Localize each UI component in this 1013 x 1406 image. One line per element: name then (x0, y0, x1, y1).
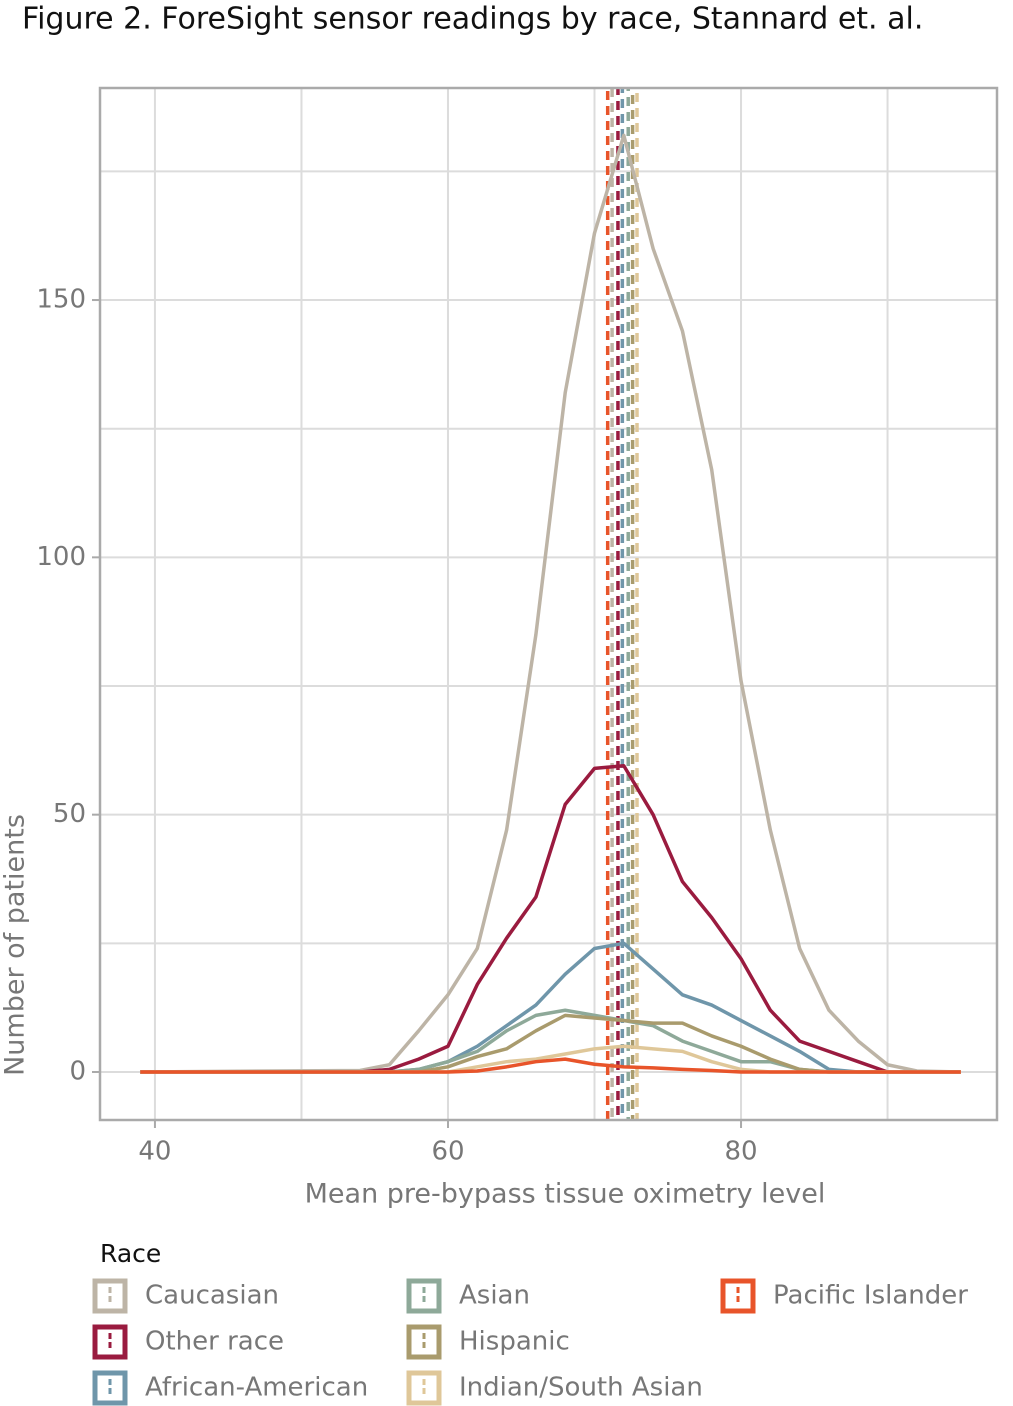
plot-border (98, 86, 999, 1122)
y-tick-label: 150 (36, 285, 86, 315)
legend-label: African-American (145, 1373, 368, 1403)
x-axis-label: Mean pre-bypass tissue oximetry level (305, 1179, 826, 1210)
legend-key (720, 1278, 756, 1314)
legend-title: Race (100, 1239, 161, 1268)
legend-key (406, 1370, 442, 1406)
legend-key (406, 1278, 442, 1314)
y-tick-label: 100 (36, 542, 86, 572)
legend-key (92, 1370, 128, 1406)
plot-background (100, 88, 997, 1120)
legend-key (406, 1324, 442, 1360)
legend-label: Indian/South Asian (459, 1373, 703, 1403)
series-line (140, 133, 961, 1074)
series-line (140, 1057, 961, 1074)
legend-label: Other race (145, 1327, 284, 1357)
y-tick-label: 50 (53, 799, 86, 829)
chart-title: Figure 2. ForeSight sensor readings by r… (22, 2, 923, 37)
y-axis-label: Number of patients (0, 814, 31, 1076)
legend-label: Asian (459, 1281, 530, 1311)
x-tick-label: 40 (138, 1137, 171, 1167)
legend-label: Caucasian (145, 1281, 279, 1311)
legend-label: Pacific Islander (773, 1281, 968, 1311)
series-line (140, 764, 961, 1074)
x-tick-label: 60 (431, 1137, 464, 1167)
legend-key (92, 1278, 128, 1314)
legend-label: Hispanic (459, 1327, 570, 1357)
x-tick-label: 80 (724, 1137, 757, 1167)
y-tick-label: 0 (69, 1056, 86, 1086)
legend-key (92, 1324, 128, 1360)
